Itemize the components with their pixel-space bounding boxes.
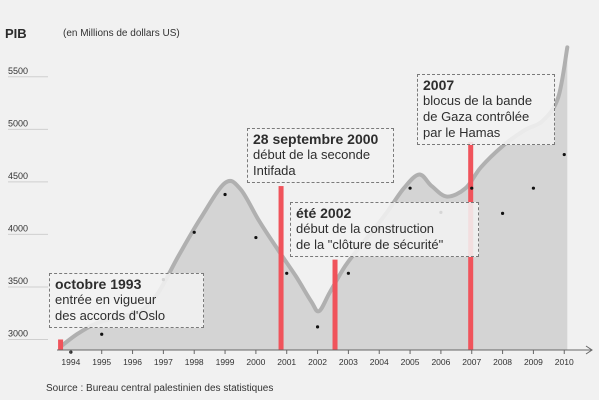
x-tick-label: 2008 xyxy=(493,357,512,367)
y-tick-label: 5500 xyxy=(8,66,28,76)
chart-subtitle: (en Millions de dollars US) xyxy=(63,28,180,39)
annotation-gaza-text: blocus de la bande de Gaza contrôlée par… xyxy=(423,93,533,140)
x-tick-label: 2009 xyxy=(524,357,543,367)
x-tick-label: 2002 xyxy=(308,357,327,367)
x-tick-label: 1996 xyxy=(123,357,142,367)
x-axis-arrow xyxy=(585,345,593,355)
x-tick-label: 1999 xyxy=(216,357,235,367)
annotation-gaza-title: 2007 xyxy=(423,77,455,93)
x-tick-label: 2010 xyxy=(555,357,574,367)
annotation-barrier: été 2002 début de la construction de la … xyxy=(290,202,479,257)
y-tick-label: 4500 xyxy=(8,171,28,181)
y-tick-labels: 3000 3500 4000 4500 5000 5500 xyxy=(8,66,28,339)
x-tick-label: 2007 xyxy=(462,357,481,367)
x-tick-label: 2006 xyxy=(431,357,450,367)
x-tick-label: 2001 xyxy=(277,357,296,367)
annotation-intifada-title: 28 septembre 2000 xyxy=(253,131,379,147)
x-tick-label: 2003 xyxy=(339,357,358,367)
event-bar xyxy=(332,259,338,350)
x-tick-label: 2000 xyxy=(246,357,265,367)
annotation-intifada: 28 septembre 2000 début de la seconde In… xyxy=(247,128,394,183)
event-bar xyxy=(58,339,64,350)
y-gridlines xyxy=(8,76,48,340)
chart-title: PIB xyxy=(5,26,27,41)
annotation-gaza: 2007 blocus de la bande de Gaza contrôlé… xyxy=(417,74,555,145)
gdp-point xyxy=(531,186,536,190)
x-tick-label: 1995 xyxy=(92,357,111,367)
gdp-point xyxy=(500,211,505,215)
annotation-barrier-title: été 2002 xyxy=(296,205,352,221)
annotation-barrier-text: début de la construction de la "clôture … xyxy=(296,221,444,252)
x-tick-label: 1998 xyxy=(185,357,204,367)
gdp-point xyxy=(285,271,289,275)
y-tick-label: 4000 xyxy=(8,223,28,233)
event-bar xyxy=(278,186,284,350)
source-note: Source : Bureau central palestinien des … xyxy=(46,383,274,394)
x-axis xyxy=(57,345,593,355)
annotation-intifada-text: début de la seconde Intifada xyxy=(253,147,371,178)
gdp-point xyxy=(223,192,227,197)
gdp-point xyxy=(346,271,350,275)
x-tick-label: 1997 xyxy=(154,357,173,367)
gdp-point xyxy=(315,325,320,329)
annotation-oslo: octobre 1993 entrée en vigueur des accor… xyxy=(49,273,204,328)
x-tick-label: 2004 xyxy=(370,357,389,367)
x-tick-labels: 1994 1995 1996 1997 1998 1999 2000 2001 2002 2003… xyxy=(61,357,574,367)
gdp-point xyxy=(470,186,474,190)
x-tick-label: 2005 xyxy=(401,357,420,367)
y-tick-label: 5000 xyxy=(8,118,28,128)
gdp-point xyxy=(100,332,104,336)
annotation-oslo-title: octobre 1993 xyxy=(55,276,142,292)
y-tick-label: 3500 xyxy=(8,276,28,286)
y-tick-label: 3000 xyxy=(8,328,28,338)
annotation-oslo-text: entrée en vigueur des accords d'Oslo xyxy=(55,292,166,323)
gdp-point xyxy=(192,230,196,234)
gdp-point xyxy=(562,152,566,157)
gdp-point xyxy=(254,235,258,240)
gdp-point xyxy=(408,186,412,190)
x-tick-label: 1994 xyxy=(61,357,80,367)
